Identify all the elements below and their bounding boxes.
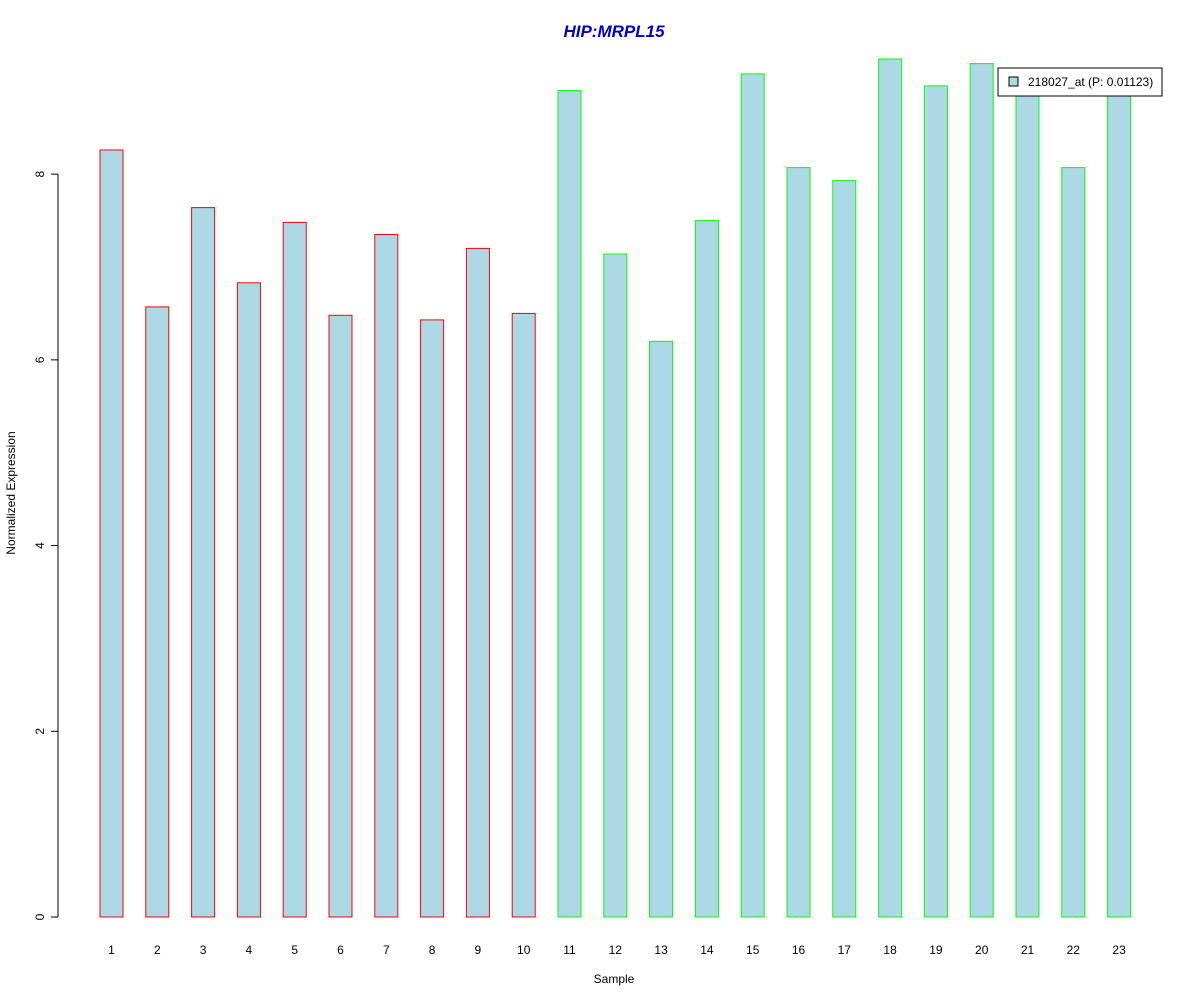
x-tick-label: 23 [1112,943,1126,957]
legend: 218027_at (P: 0.01123) [997,67,1163,97]
bar [191,207,216,918]
bar [969,63,994,918]
x-tick-label: 10 [517,943,531,957]
x-tick-label: 7 [383,943,390,957]
bar [786,167,811,918]
bar [740,73,765,918]
x-tick-label: 11 [563,943,576,957]
bar [649,340,674,918]
x-tick-label: 9 [475,943,482,957]
x-tick-label: 18 [883,943,897,957]
bar [832,180,857,918]
x-tick-label: 21 [1021,943,1035,957]
x-tick-label: 6 [337,943,344,957]
bars [99,58,1132,918]
bar [374,234,399,918]
x-tick-label: 22 [1067,943,1081,957]
bar [465,247,490,918]
x-tick-label: 20 [975,943,989,957]
bar [923,85,948,918]
bar [557,90,582,918]
x-tick-label: 5 [291,943,298,957]
legend-box [997,67,1163,97]
x-tick-label: 19 [929,943,943,957]
bar [236,282,261,918]
bar [694,220,719,918]
x-tick-label: 14 [700,943,714,957]
x-tick-label: 2 [154,943,161,957]
y-tick-label: 2 [33,728,47,735]
x-tick-label: 4 [246,943,253,957]
x-axis-label: Sample [594,972,635,986]
x-tick-label: 3 [200,943,207,957]
bar [1015,91,1040,918]
bar [511,312,536,918]
bar [99,149,124,918]
bar [878,58,903,918]
legend-swatch [1008,76,1019,87]
x-tick-label: 1 [108,943,115,957]
x-tick-label: 12 [609,943,623,957]
bar [328,314,353,918]
y-tick-label: 6 [33,356,47,363]
y-tick-label: 8 [33,170,47,177]
bar [1107,93,1132,918]
x-tick-label: 17 [838,943,852,957]
x-tick-label: 13 [654,943,668,957]
chart-title: HIP:MRPL15 [563,22,665,41]
x-tick-label: 16 [792,943,806,957]
x-tick-label: 8 [429,943,436,957]
bar [282,221,307,918]
x-tick-label: 15 [746,943,760,957]
y-axis: 0 2 4 6 8 [33,170,59,920]
bar [420,319,445,918]
y-tick-label: 4 [33,542,47,549]
legend-label: 218027_at (P: 0.01123) [1028,75,1153,89]
y-axis-label: Normalized Expression [4,431,18,554]
bar [145,306,170,918]
bar [1061,167,1086,918]
bar [603,253,628,918]
x-axis-labels: 1 2 3 4 5 6 7 8 9 10 11 12 13 14 15 16 17 18 19 20 21 22 23 [108,943,1126,957]
y-tick-label: 0 [33,913,47,920]
